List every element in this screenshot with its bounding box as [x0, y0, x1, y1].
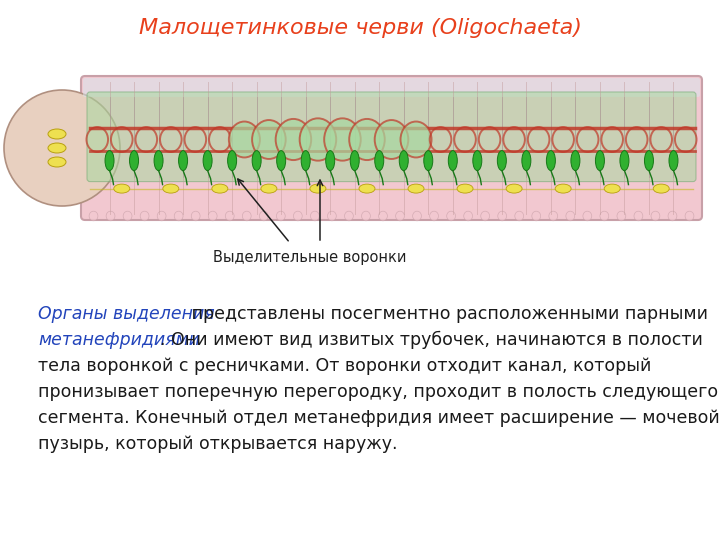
Ellipse shape — [252, 151, 261, 171]
Text: сегмента. Конечный отдел метанефридия имеет расширение — мочевой: сегмента. Конечный отдел метанефридия им… — [38, 409, 720, 427]
Ellipse shape — [532, 211, 541, 221]
Text: тела воронкой с ресничками. От воронки отходит канал, который: тела воронкой с ресничками. От воронки о… — [38, 357, 652, 375]
Ellipse shape — [310, 184, 326, 193]
Ellipse shape — [105, 151, 114, 171]
Ellipse shape — [350, 151, 359, 171]
Ellipse shape — [595, 151, 604, 171]
Ellipse shape — [179, 151, 188, 171]
Ellipse shape — [498, 211, 507, 221]
Text: Малощетинковые черви (Oligochaeta): Малощетинковые черви (Oligochaeta) — [138, 18, 582, 38]
Ellipse shape — [203, 151, 212, 171]
Text: представлены посегментно расположенными парными: представлены посегментно расположенными … — [186, 305, 708, 323]
Ellipse shape — [349, 119, 384, 160]
Ellipse shape — [229, 122, 260, 158]
Ellipse shape — [374, 120, 408, 159]
Ellipse shape — [324, 118, 361, 161]
FancyBboxPatch shape — [83, 78, 700, 97]
Ellipse shape — [4, 90, 120, 206]
Ellipse shape — [644, 151, 654, 171]
Ellipse shape — [48, 157, 66, 167]
Ellipse shape — [506, 184, 522, 193]
Ellipse shape — [301, 151, 310, 171]
Ellipse shape — [583, 211, 592, 221]
Ellipse shape — [668, 211, 677, 221]
Text: пронизывает поперечную перегородку, проходит в полость следующего: пронизывает поперечную перегородку, прох… — [38, 383, 718, 401]
Ellipse shape — [546, 151, 555, 171]
Ellipse shape — [473, 151, 482, 171]
Ellipse shape — [408, 184, 424, 193]
Ellipse shape — [154, 151, 163, 171]
Ellipse shape — [549, 211, 558, 221]
Ellipse shape — [522, 151, 531, 171]
Text: метанефридиями: метанефридиями — [38, 331, 200, 349]
Ellipse shape — [130, 151, 138, 171]
Ellipse shape — [276, 119, 311, 160]
Ellipse shape — [359, 184, 375, 193]
Ellipse shape — [276, 151, 286, 171]
Ellipse shape — [449, 151, 457, 171]
Ellipse shape — [276, 211, 285, 221]
Ellipse shape — [106, 211, 115, 221]
Ellipse shape — [294, 211, 302, 221]
Ellipse shape — [157, 211, 166, 221]
Ellipse shape — [228, 151, 237, 171]
Ellipse shape — [48, 129, 66, 139]
Ellipse shape — [212, 184, 228, 193]
Ellipse shape — [620, 151, 629, 171]
Text: пузырь, который открывается наружу.: пузырь, который открывается наружу. — [38, 435, 397, 453]
Ellipse shape — [400, 122, 431, 158]
Ellipse shape — [571, 151, 580, 171]
FancyBboxPatch shape — [81, 76, 702, 220]
Ellipse shape — [515, 211, 523, 221]
Ellipse shape — [395, 211, 405, 221]
Ellipse shape — [430, 211, 438, 221]
Ellipse shape — [361, 211, 370, 221]
Ellipse shape — [48, 143, 66, 153]
Bar — [25, 43, 705, 298]
Ellipse shape — [225, 211, 234, 221]
Ellipse shape — [259, 211, 268, 221]
Ellipse shape — [424, 151, 433, 171]
Ellipse shape — [261, 184, 277, 193]
Ellipse shape — [413, 211, 421, 221]
Ellipse shape — [114, 184, 130, 193]
Ellipse shape — [604, 184, 620, 193]
Ellipse shape — [163, 184, 179, 193]
Ellipse shape — [634, 211, 643, 221]
Ellipse shape — [481, 211, 490, 221]
Ellipse shape — [498, 151, 506, 171]
Ellipse shape — [243, 211, 251, 221]
Ellipse shape — [140, 211, 149, 221]
Ellipse shape — [566, 211, 575, 221]
FancyBboxPatch shape — [87, 92, 696, 181]
Ellipse shape — [379, 211, 387, 221]
Ellipse shape — [174, 211, 183, 221]
Ellipse shape — [89, 211, 98, 221]
Ellipse shape — [457, 184, 473, 193]
Ellipse shape — [464, 211, 472, 221]
Ellipse shape — [252, 120, 286, 159]
Ellipse shape — [617, 211, 626, 221]
Ellipse shape — [651, 211, 660, 221]
Ellipse shape — [310, 211, 319, 221]
Ellipse shape — [669, 151, 678, 171]
Ellipse shape — [374, 151, 384, 171]
Text: . Они имеют вид извитых трубочек, начинаются в полости: . Они имеют вид извитых трубочек, начина… — [160, 331, 703, 349]
Ellipse shape — [600, 211, 608, 221]
Ellipse shape — [123, 211, 132, 221]
Text: Органы выделения: Органы выделения — [38, 305, 215, 323]
Ellipse shape — [685, 211, 694, 221]
Ellipse shape — [328, 211, 336, 221]
Ellipse shape — [446, 211, 456, 221]
Ellipse shape — [208, 211, 217, 221]
Ellipse shape — [555, 184, 571, 193]
Ellipse shape — [300, 118, 336, 161]
Text: Выделительные воронки: Выделительные воронки — [213, 250, 407, 265]
Ellipse shape — [653, 184, 669, 193]
Ellipse shape — [325, 151, 335, 171]
Ellipse shape — [400, 151, 408, 171]
Ellipse shape — [192, 211, 200, 221]
Ellipse shape — [345, 211, 354, 221]
